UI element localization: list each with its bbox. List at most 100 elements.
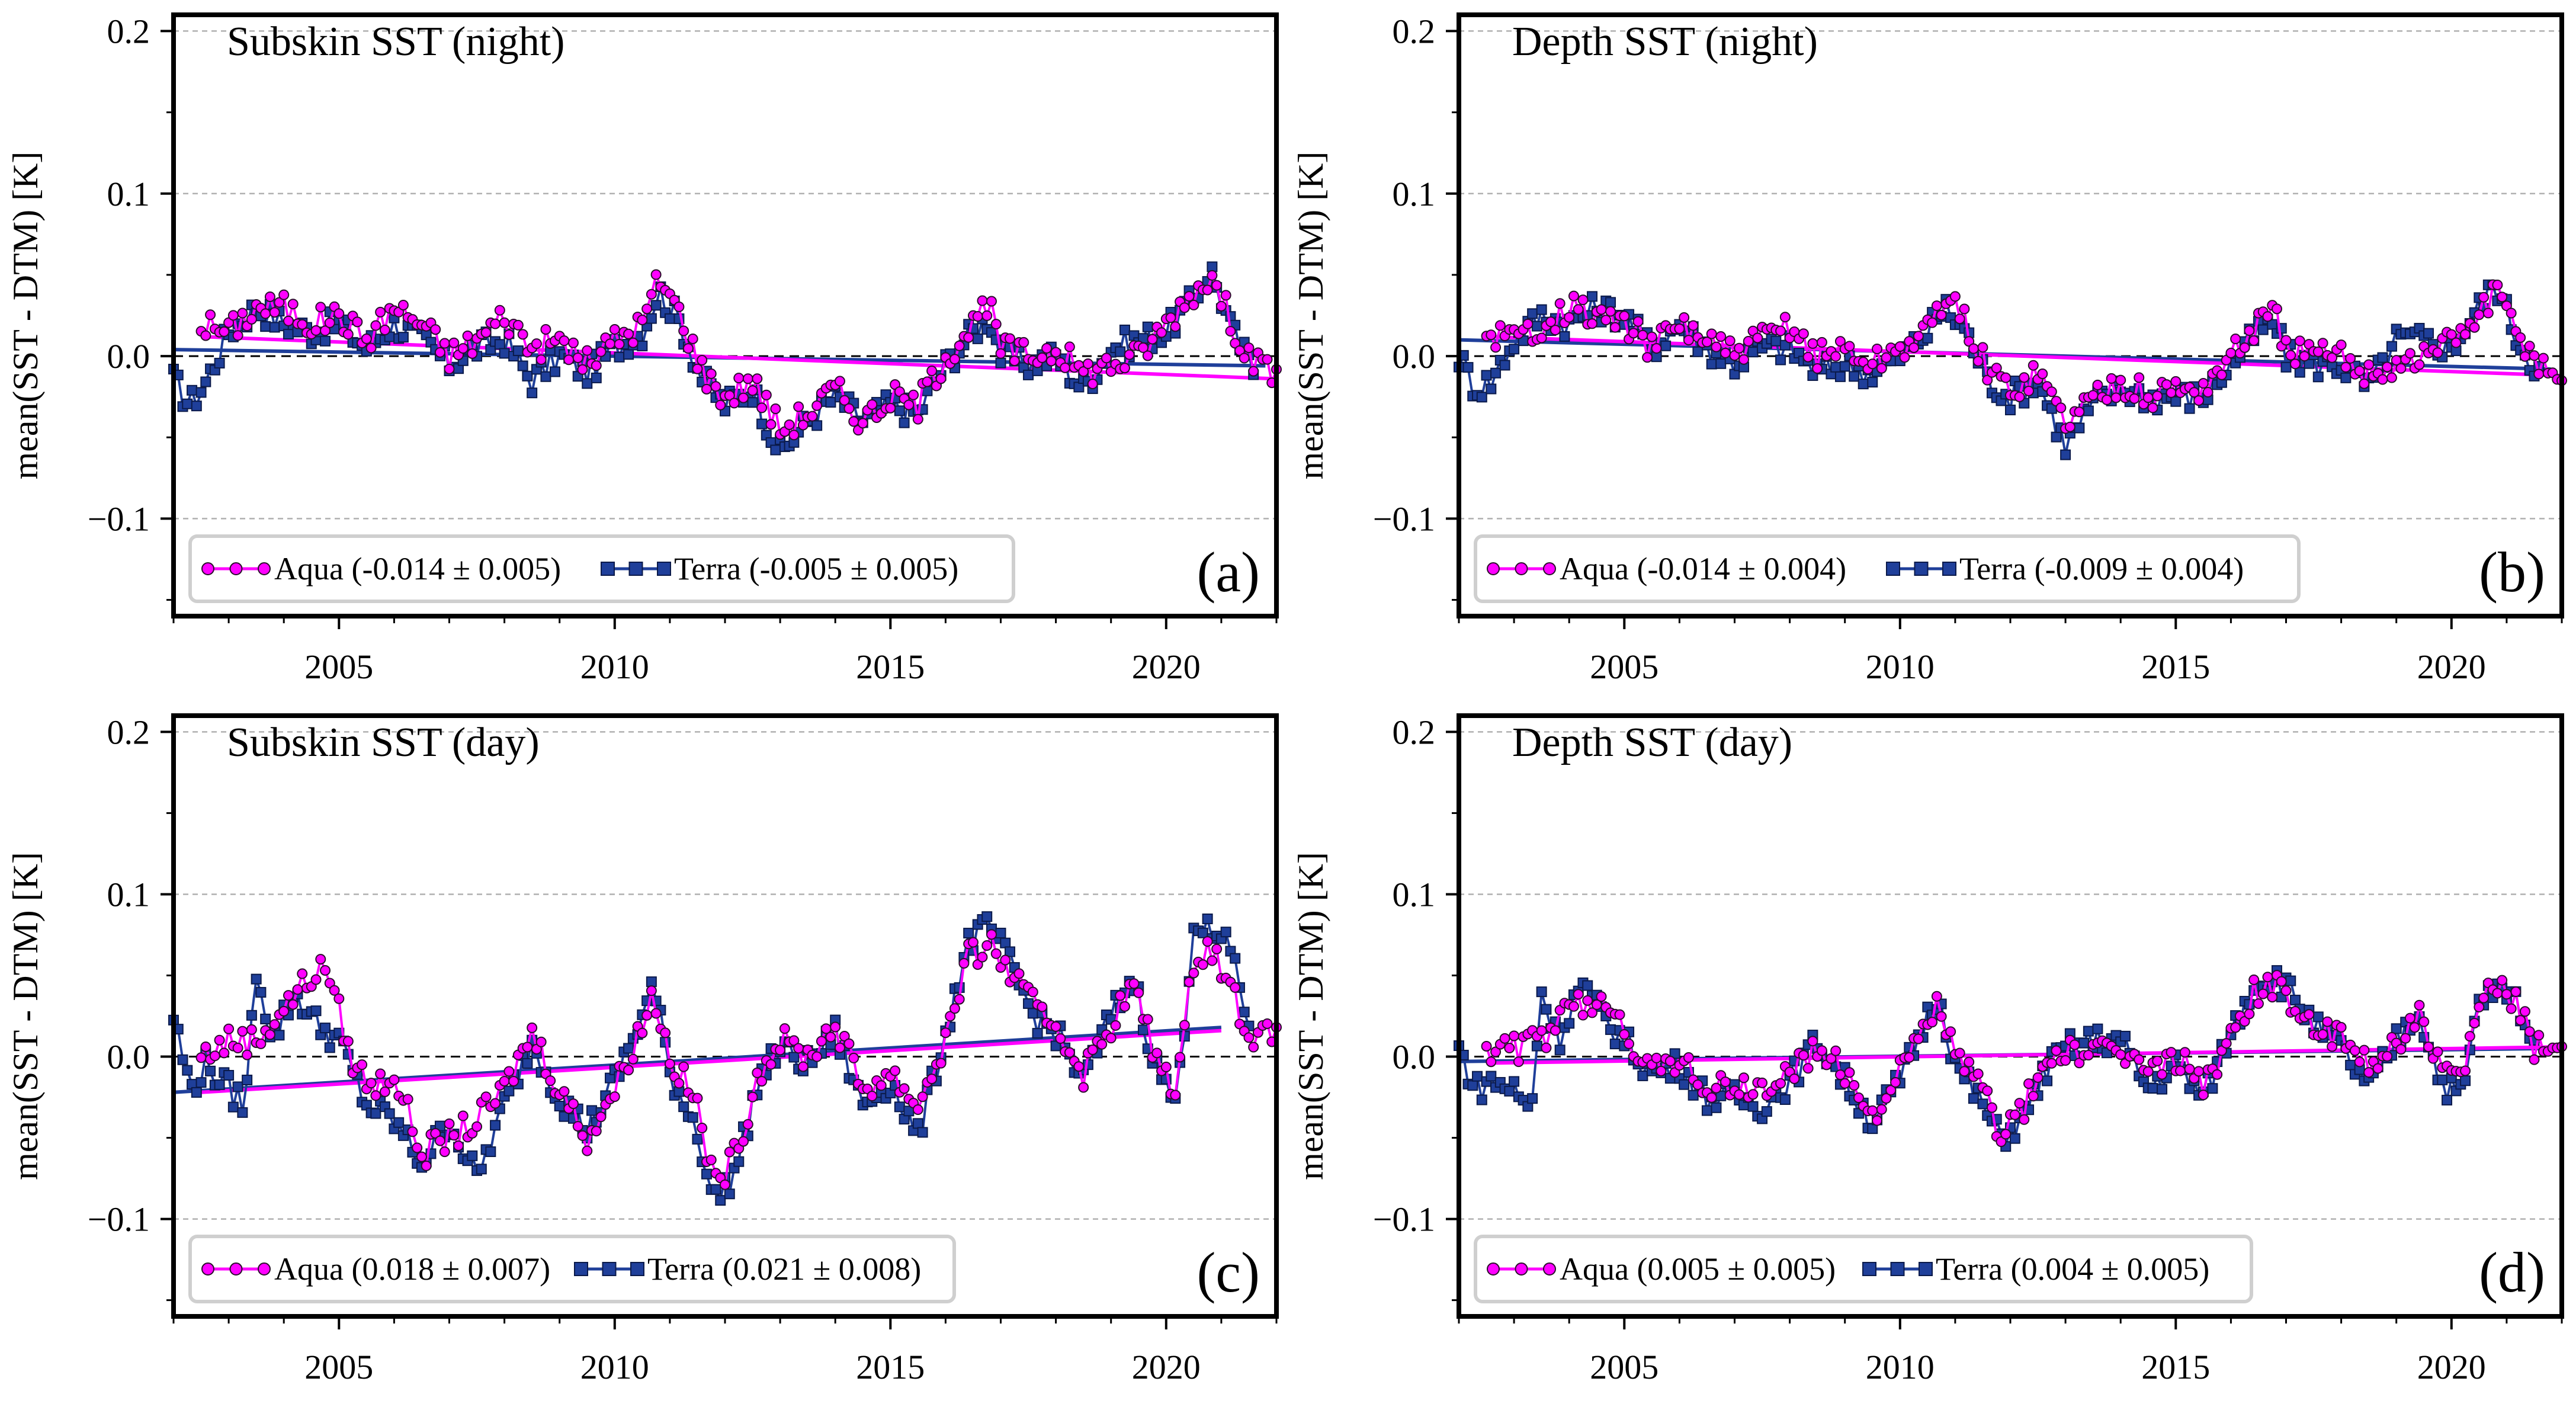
- aqua-point: [1577, 294, 1589, 306]
- aqua-point: [1752, 332, 1763, 344]
- aqua-point: [1982, 374, 1993, 386]
- aqua-point: [811, 400, 823, 411]
- terra-point: [260, 1013, 271, 1024]
- aqua-point: [1972, 355, 1984, 367]
- aqua-point: [2152, 390, 2163, 402]
- aqua-point: [352, 316, 363, 328]
- aqua-point: [1545, 316, 1557, 328]
- x-tick-label: 2005: [304, 1348, 373, 1386]
- aqua-point: [397, 299, 409, 310]
- terra-point: [1968, 1093, 1979, 1104]
- aqua-point: [1197, 959, 1208, 970]
- aqua-point: [512, 319, 524, 331]
- aqua-point: [365, 342, 377, 354]
- legend-aqua-label: Aqua (-0.014 ± 0.005): [274, 551, 561, 587]
- y-tick-label: 0.2: [107, 713, 150, 751]
- aqua-point: [563, 354, 575, 366]
- aqua-point: [260, 308, 271, 319]
- aqua-point: [2345, 352, 2356, 364]
- terra-point: [2157, 1084, 2168, 1095]
- aqua-point: [407, 1126, 418, 1137]
- aqua-point: [2267, 992, 2278, 1003]
- terra-point: [2386, 341, 2397, 352]
- aqua-point: [2175, 1065, 2186, 1076]
- aqua-point: [1724, 335, 1735, 347]
- terra-point: [650, 300, 662, 311]
- aqua-point: [784, 419, 795, 430]
- aqua-point: [995, 348, 1006, 359]
- aqua-point: [1207, 270, 1218, 281]
- aqua-point: [1577, 1010, 1589, 1021]
- legend-aqua-marker: [201, 562, 214, 575]
- aqua-point: [756, 1076, 768, 1087]
- aqua-point: [232, 330, 243, 341]
- aqua-point: [627, 337, 639, 348]
- aqua-point: [361, 333, 372, 344]
- aqua-point: [2225, 347, 2237, 358]
- legend-box: [188, 1235, 956, 1303]
- aqua-point: [1142, 350, 1153, 361]
- terra-point: [1197, 927, 1208, 938]
- aqua-point: [1490, 342, 1502, 353]
- x-tick-label: 2020: [2417, 1348, 2486, 1386]
- aqua-point: [981, 940, 993, 951]
- aqua-point: [1568, 290, 1579, 302]
- aqua-point: [627, 1053, 639, 1065]
- x-tick-label: 2020: [1132, 1348, 1201, 1386]
- aqua-point: [1087, 1044, 1098, 1056]
- aqua-point: [2363, 1067, 2375, 1078]
- aqua-point: [2069, 1039, 2080, 1050]
- aqua-point: [2404, 1012, 2415, 1024]
- aqua-point: [1564, 312, 1575, 323]
- terra-point: [320, 335, 331, 347]
- aqua-point: [2161, 379, 2172, 390]
- aqua-point: [1867, 358, 1878, 370]
- aqua-point: [2519, 351, 2530, 362]
- aqua-point: [1656, 1065, 1667, 1076]
- terra-point: [310, 1005, 322, 1017]
- aqua-point: [278, 289, 290, 300]
- aqua-point: [324, 317, 335, 328]
- aqua-point: [623, 1065, 634, 1076]
- legend-terra-marker: [1886, 562, 1900, 576]
- aqua-point: [2074, 1058, 2085, 1069]
- aqua-point: [761, 389, 772, 400]
- aqua-point: [1050, 347, 1061, 358]
- aqua-point: [2515, 1015, 2526, 1026]
- aqua-point: [1982, 1085, 1993, 1097]
- aqua-point: [2244, 325, 2255, 337]
- aqua-point: [1124, 349, 1135, 360]
- legend-terra-marker: [628, 562, 643, 576]
- aqua-point: [1027, 986, 1038, 998]
- aqua-point: [2497, 975, 2508, 986]
- aqua-point: [682, 343, 694, 354]
- aqua-point: [2221, 1038, 2232, 1049]
- terra-point: [770, 444, 781, 456]
- terra-point: [223, 1070, 235, 1081]
- aqua-point: [2101, 394, 2112, 405]
- aqua-point: [2395, 1044, 2407, 1055]
- aqua-point: [1262, 354, 1273, 365]
- terra-trend-line: [173, 1026, 1222, 1094]
- aqua-point: [2469, 1017, 2480, 1028]
- aqua-point: [990, 948, 1002, 959]
- aqua-point: [1894, 341, 1905, 352]
- aqua-point: [214, 1034, 225, 1046]
- aqua-trend-line: [201, 1028, 1222, 1094]
- terra-point: [490, 1120, 501, 1131]
- aqua-point: [2193, 395, 2205, 406]
- aqua-point: [1834, 336, 1846, 347]
- aqua-point: [310, 325, 322, 336]
- aqua-point: [439, 338, 450, 349]
- aqua-point: [1119, 1001, 1130, 1012]
- terra-point: [320, 1023, 331, 1034]
- terra-point: [227, 1101, 239, 1113]
- aqua-point: [1738, 1072, 1750, 1084]
- aqua-point: [1972, 1068, 1984, 1079]
- legend-aqua-marker: [201, 1262, 214, 1276]
- aqua-point: [1243, 1032, 1255, 1043]
- aqua-point: [1064, 1047, 1075, 1058]
- aqua-point: [1481, 1040, 1492, 1052]
- aqua-point: [660, 1027, 671, 1039]
- aqua-point: [2230, 1022, 2241, 1033]
